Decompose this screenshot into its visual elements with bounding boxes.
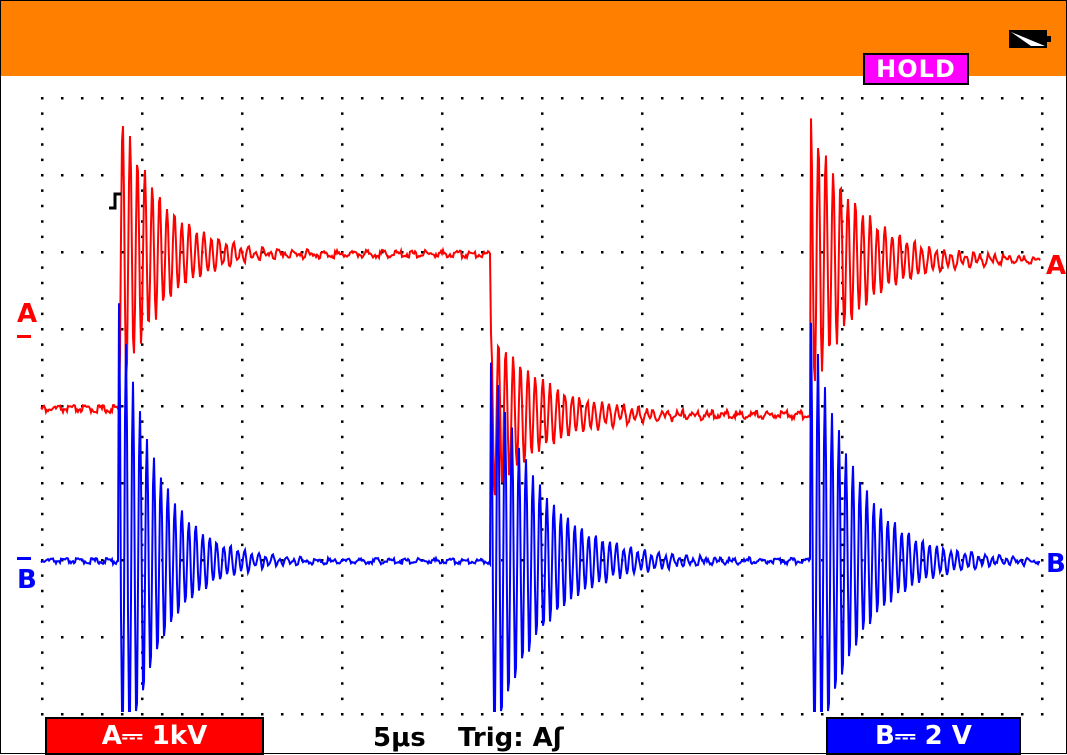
trigger-readout[interactable]: Trig: Aʃ	[458, 723, 564, 753]
channel-b-trace	[40, 303, 1041, 712]
battery-icon	[1009, 30, 1051, 48]
trigger-marker-icon	[109, 192, 121, 210]
channel-b-ground-marker	[17, 557, 31, 560]
channel-a-trace	[40, 118, 1041, 496]
channel-b-trace-label: B	[1046, 549, 1066, 579]
channel-b-offset-label: B	[17, 565, 37, 595]
hold-indicator[interactable]: HOLD	[863, 53, 969, 85]
channel-b-readout[interactable]: B⎓ 2 V	[826, 717, 1021, 755]
channel-a-trace-label: A	[1046, 251, 1067, 281]
channel-a-readout[interactable]: A⎓ 1kV	[45, 717, 264, 755]
timebase-readout[interactable]: 5μs	[373, 723, 426, 753]
channel-a-offset-label: A	[17, 299, 38, 329]
channel-a-ground-marker	[17, 335, 31, 338]
